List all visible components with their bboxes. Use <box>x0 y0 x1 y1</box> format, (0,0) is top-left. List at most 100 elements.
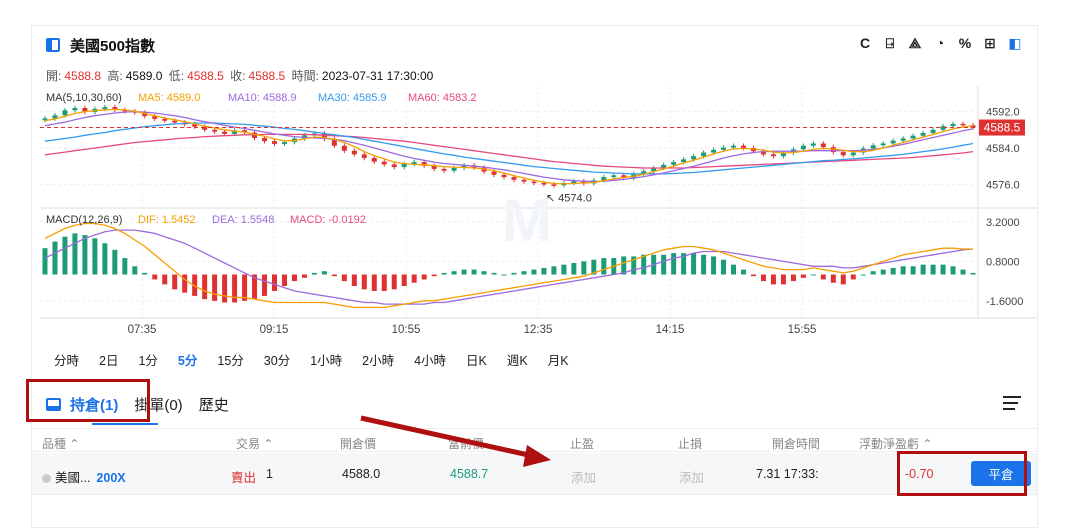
open-value: 4588.8 <box>64 69 102 83</box>
macd-bar <box>950 266 956 275</box>
close-position-button[interactable]: 平倉 <box>971 461 1031 486</box>
col-side[interactable]: 交易 ⌃ <box>236 437 274 451</box>
candle-body <box>970 125 976 128</box>
sidebar-toggle-icon[interactable] <box>46 38 60 52</box>
table-row[interactable]: 美國... 200X 賣出 1 4588.0 4588.7 添加 添加 7.31 … <box>32 453 1037 495</box>
macd-bar <box>641 254 647 275</box>
ma-legend-item: MA(5,10,30,60) <box>46 92 122 104</box>
candle-body <box>62 110 68 116</box>
timeframe-4[interactable]: 15分 <box>217 354 244 368</box>
macd-bar <box>830 274 836 283</box>
tab-history[interactable]: 歷史 <box>198 396 229 414</box>
candle-body <box>341 145 347 151</box>
macd-bar <box>351 274 357 287</box>
col-stop-loss: 止損 <box>678 437 703 451</box>
current-price-label: 4588.5 <box>984 121 1021 135</box>
ma5-line <box>44 108 974 185</box>
macd-bar <box>671 253 677 275</box>
time-tick-label: 10:55 <box>392 324 421 336</box>
refresh-icon[interactable]: C <box>859 35 871 51</box>
macd-bar <box>272 274 277 291</box>
candle-body <box>920 133 926 136</box>
candle-body <box>371 158 377 162</box>
draw-icon[interactable]: ⍈ <box>885 34 895 51</box>
macd-bar <box>142 272 148 275</box>
macd-bar <box>960 269 966 275</box>
timeframe-5[interactable]: 30分 <box>263 354 291 368</box>
grid-icon[interactable]: ⊞ <box>984 34 996 51</box>
candle-body <box>531 181 537 184</box>
candle-body <box>731 145 737 148</box>
pie-icon[interactable]: ◔ <box>935 35 945 51</box>
positions-icon <box>46 397 61 411</box>
leverage-badge: 200X <box>96 471 126 485</box>
col-symbol[interactable]: 品種 ⌃ <box>42 437 80 451</box>
macd-bar <box>222 274 228 303</box>
annotation-box-positions <box>26 379 150 422</box>
candle-body <box>691 156 697 160</box>
candle-body <box>192 124 198 127</box>
chart-header: 美國500指數 <box>46 34 155 56</box>
tab-positions[interactable]: 持倉(1) <box>46 394 118 415</box>
ma-legend-item: MA10: 4588.9 <box>228 92 297 104</box>
macd-bar <box>940 264 946 275</box>
candle-body <box>102 107 108 109</box>
timeframe-3[interactable]: 5分 <box>177 354 198 368</box>
macd-bar <box>780 274 786 285</box>
tab-orders[interactable]: 掛單(0) <box>134 396 183 414</box>
ma30-line <box>44 122 974 175</box>
candle-body <box>820 143 826 148</box>
candle-body <box>391 164 397 168</box>
price-chart[interactable]: M 4588.5 ↖ 4574.0 4592.0 4584.0 4576.0 3.2000 0… <box>32 26 1037 336</box>
macd-bar <box>212 274 218 301</box>
macd-bar <box>910 266 916 275</box>
macd-bar <box>970 272 976 275</box>
candle-body <box>870 145 876 149</box>
macd-bar <box>371 274 377 291</box>
col-take-profit: 止盈 <box>570 437 595 451</box>
macd-bar <box>760 274 766 282</box>
low-label: 低: <box>168 69 185 83</box>
macd-bar <box>711 256 717 275</box>
open-time-cell: 7.31 17:33: <box>756 467 819 481</box>
timeframe-10[interactable]: 週K <box>506 354 528 368</box>
ma60-line <box>44 133 974 169</box>
ma-legend-item: MA5: 4589.0 <box>138 92 200 104</box>
candle-body <box>82 108 88 113</box>
ohlc-readout: 開: 4588.8 高: 4589.0 低: 4588.5 收: 4588.5 時間: 2… <box>46 67 436 84</box>
candle-body <box>281 142 287 144</box>
candle-body <box>222 131 228 134</box>
close-value: 4588.5 <box>248 69 286 83</box>
timeframe-9[interactable]: 日K <box>466 354 487 368</box>
macd-bar <box>162 274 168 285</box>
timeframe-1[interactable]: 2日 <box>99 354 119 368</box>
macd-bar <box>112 249 118 275</box>
timeframe-8[interactable]: 4小時 <box>414 354 447 368</box>
price-tick-label: 4584.0 <box>986 143 1020 155</box>
macd-bar <box>531 269 537 275</box>
candle-body <box>142 112 148 117</box>
symbol-cell[interactable]: 美國... 200X <box>42 467 126 486</box>
timeframe-2[interactable]: 1分 <box>138 354 158 368</box>
candle-body <box>451 168 457 171</box>
stop-loss-add[interactable]: 添加 <box>679 471 705 485</box>
col-pnl[interactable]: 浮動淨盈虧 ⌃ <box>859 437 933 451</box>
timeframe-0[interactable]: 分時 <box>54 354 80 368</box>
candle-body <box>361 154 367 158</box>
timeframe-11[interactable]: 月K <box>547 354 569 368</box>
macd-bar <box>172 274 178 290</box>
timeframe-6[interactable]: 1小時 <box>310 354 343 368</box>
chart-style-icon[interactable]: ⟁ <box>908 34 922 51</box>
candle-body <box>930 129 936 133</box>
candle-body <box>401 163 407 168</box>
layout-icon[interactable]: ◧ <box>1008 34 1022 51</box>
take-profit-add[interactable]: 添加 <box>571 471 597 485</box>
percent-icon[interactable]: % <box>958 35 972 51</box>
timeframe-7[interactable]: 2小時 <box>362 354 395 368</box>
macd-bar <box>681 253 687 275</box>
macd-bar <box>381 274 387 291</box>
menu-icon[interactable] <box>1003 396 1021 414</box>
macd-tick-label: -1.6000 <box>986 296 1023 308</box>
macd-bar <box>92 238 98 275</box>
candle-body <box>810 143 816 146</box>
